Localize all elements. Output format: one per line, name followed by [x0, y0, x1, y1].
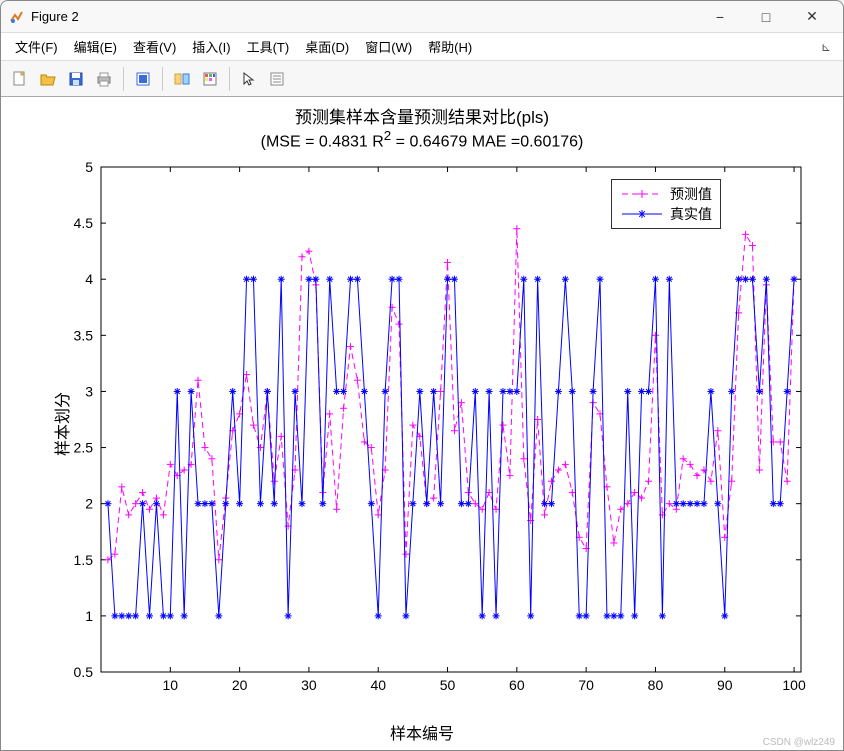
x-tick-label: 20: [232, 677, 248, 693]
copy-figure-button[interactable]: [130, 66, 156, 92]
toolbar-separator: [229, 67, 230, 91]
legend[interactable]: 预测值真实值: [611, 179, 721, 229]
plot-area: 预测集样本含量预测结果对比(pls) (MSE = 0.4831 R2 = 0.…: [1, 97, 843, 750]
save-button[interactable]: [63, 66, 89, 92]
open-button[interactable]: [35, 66, 61, 92]
menubar: 文件(F) 编辑(E) 查看(V) 插入(I) 工具(T) 桌面(D) 窗口(W…: [1, 33, 843, 61]
figure-window: Figure 2 − □ ✕ 文件(F) 编辑(E) 查看(V) 插入(I) 工…: [0, 0, 844, 751]
y-tick-label: 5: [85, 159, 93, 175]
menu-insert[interactable]: 插入(I): [184, 35, 238, 58]
y-tick-label: 1.5: [74, 552, 94, 568]
menu-window[interactable]: 窗口(W): [357, 35, 420, 58]
maximize-button[interactable]: □: [743, 2, 789, 32]
x-tick-label: 80: [648, 677, 664, 693]
new-figure-button[interactable]: [7, 66, 33, 92]
menu-file[interactable]: 文件(F): [7, 35, 66, 58]
x-tick-label: 10: [163, 677, 179, 693]
x-tick-label: 100: [782, 677, 806, 693]
y-tick-label: 2.5: [74, 440, 94, 456]
legend-label: 真实值: [670, 204, 712, 224]
x-tick-label: 60: [509, 677, 525, 693]
toolbar-separator: [123, 67, 124, 91]
x-tick-label: 30: [301, 677, 317, 693]
legend-entry: 真实值: [620, 204, 712, 224]
close-button[interactable]: ✕: [789, 2, 835, 32]
watermark: CSDN @wlz249: [763, 737, 835, 748]
menu-view[interactable]: 查看(V): [125, 35, 184, 58]
legend-entry: 预测值: [620, 184, 712, 204]
minimize-button[interactable]: −: [697, 2, 743, 32]
window-controls: − □ ✕: [697, 2, 835, 32]
menu-desktop[interactable]: 桌面(D): [297, 35, 357, 58]
menu-edit[interactable]: 编辑(E): [66, 35, 125, 58]
menu-overflow-icon[interactable]: ⊾: [815, 40, 837, 54]
menu-tools[interactable]: 工具(T): [239, 35, 298, 58]
x-tick-label: 70: [578, 677, 594, 693]
y-tick-label: 3.5: [74, 327, 94, 343]
y-tick-label: 2: [85, 496, 93, 512]
titlebar: Figure 2 − □ ✕: [1, 1, 843, 33]
toolbar: [1, 61, 843, 97]
link-axes-button[interactable]: [169, 66, 195, 92]
matlab-icon: [9, 9, 25, 25]
y-tick-label: 1: [85, 608, 93, 624]
y-tick-label: 3: [85, 383, 93, 399]
x-tick-label: 40: [370, 677, 386, 693]
x-tick-label: 90: [717, 677, 733, 693]
window-title: Figure 2: [31, 9, 697, 24]
pointer-button[interactable]: [236, 66, 262, 92]
y-tick-label: 4: [85, 271, 93, 287]
colorbar-button[interactable]: [197, 66, 223, 92]
toolbar-separator: [162, 67, 163, 91]
inspect-button[interactable]: [264, 66, 290, 92]
x-tick-label: 50: [440, 677, 456, 693]
y-tick-label: 0.5: [74, 664, 94, 680]
menu-help[interactable]: 帮助(H): [420, 35, 480, 58]
y-tick-label: 4.5: [74, 215, 94, 231]
x-axis-label: 样本编号: [1, 720, 843, 744]
print-button[interactable]: [91, 66, 117, 92]
legend-label: 预测值: [670, 184, 712, 204]
